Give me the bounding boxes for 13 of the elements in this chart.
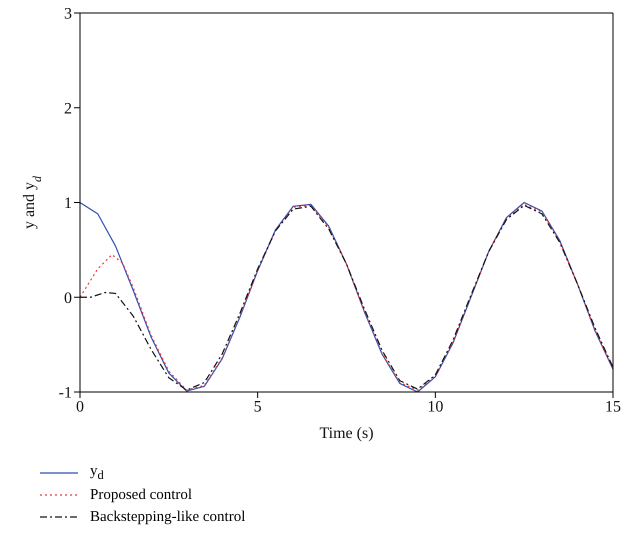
x-tick-label: 15 xyxy=(605,398,621,416)
y-tick-label: -1 xyxy=(58,384,72,402)
legend-label: Backstepping-like control xyxy=(90,508,246,526)
y-tick-label: 3 xyxy=(64,6,72,23)
legend-label: y$_{d}$ xyxy=(90,463,104,483)
y-tick-label: 2 xyxy=(64,100,72,118)
x-tick-label: 10 xyxy=(427,398,444,416)
y-tick-label: 0 xyxy=(64,290,72,307)
legend-label: Proposed control xyxy=(90,486,192,504)
x-tick-label: 5 xyxy=(254,398,262,416)
x-tick-label: 0 xyxy=(76,398,84,416)
y-tick-label: 1 xyxy=(64,195,72,212)
x-axis-title: Time (s) xyxy=(319,425,374,442)
